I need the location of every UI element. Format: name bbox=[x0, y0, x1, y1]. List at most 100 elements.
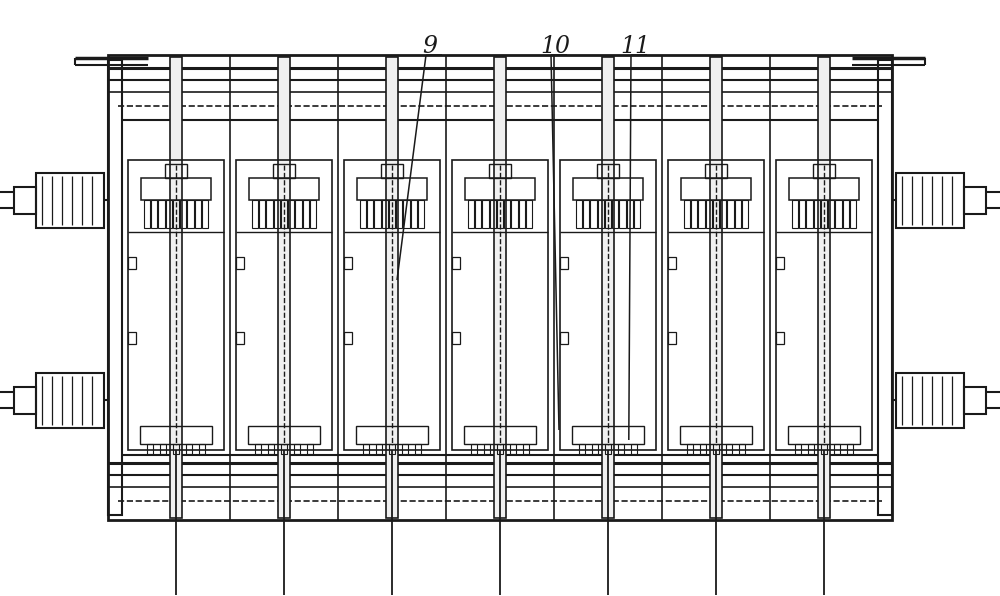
Bar bbox=[680, 426, 752, 444]
Bar bbox=[835, 200, 842, 228]
Bar bbox=[847, 444, 853, 454]
Bar bbox=[160, 444, 166, 454]
Bar bbox=[357, 178, 427, 200]
Bar bbox=[735, 200, 741, 228]
Bar bbox=[266, 200, 273, 228]
Bar bbox=[281, 444, 287, 454]
Bar bbox=[465, 178, 535, 200]
Bar bbox=[363, 444, 369, 454]
Bar bbox=[821, 200, 827, 228]
Bar bbox=[618, 444, 624, 454]
Bar bbox=[828, 200, 834, 228]
Bar bbox=[165, 164, 187, 178]
Bar bbox=[668, 257, 676, 269]
Bar bbox=[274, 200, 280, 228]
Bar bbox=[668, 160, 764, 450]
Bar bbox=[576, 200, 582, 228]
Bar bbox=[612, 200, 618, 228]
Bar bbox=[560, 332, 568, 344]
Bar bbox=[367, 200, 373, 228]
Bar bbox=[627, 200, 633, 228]
Bar bbox=[140, 426, 212, 444]
Bar bbox=[850, 200, 856, 228]
Bar bbox=[700, 444, 706, 454]
Bar bbox=[668, 332, 676, 344]
Bar bbox=[523, 444, 529, 454]
Bar bbox=[310, 200, 316, 228]
Bar bbox=[590, 200, 597, 228]
Bar bbox=[789, 178, 859, 200]
Bar bbox=[742, 200, 748, 228]
Bar bbox=[356, 426, 428, 444]
Bar bbox=[808, 444, 814, 454]
Bar bbox=[386, 57, 398, 518]
Bar bbox=[792, 200, 798, 228]
Bar bbox=[360, 200, 366, 228]
Bar bbox=[619, 200, 626, 228]
Bar bbox=[526, 200, 532, 228]
Bar bbox=[411, 200, 417, 228]
Bar bbox=[726, 444, 732, 454]
Bar bbox=[776, 160, 872, 450]
Bar bbox=[36, 373, 104, 428]
Bar bbox=[572, 426, 644, 444]
Bar bbox=[195, 200, 201, 228]
Bar bbox=[896, 373, 964, 428]
Bar bbox=[519, 200, 525, 228]
Bar bbox=[821, 444, 827, 454]
Bar bbox=[806, 200, 813, 228]
Bar bbox=[186, 444, 192, 454]
Bar bbox=[560, 160, 656, 450]
Bar bbox=[494, 57, 506, 518]
Bar bbox=[720, 200, 726, 228]
Bar bbox=[141, 178, 211, 200]
Bar bbox=[151, 200, 157, 228]
Bar bbox=[255, 444, 261, 454]
Bar bbox=[344, 160, 440, 450]
Bar bbox=[452, 160, 548, 450]
Bar bbox=[843, 200, 849, 228]
Bar bbox=[307, 444, 313, 454]
Bar bbox=[814, 200, 820, 228]
Bar bbox=[482, 200, 489, 228]
Bar bbox=[583, 200, 589, 228]
Bar bbox=[605, 444, 611, 454]
Bar bbox=[389, 444, 395, 454]
Bar bbox=[964, 187, 986, 214]
Text: 10: 10 bbox=[540, 35, 570, 58]
Bar bbox=[739, 444, 745, 454]
Bar bbox=[381, 164, 403, 178]
Bar bbox=[236, 257, 244, 269]
Bar bbox=[166, 200, 172, 228]
Bar bbox=[579, 444, 585, 454]
Bar bbox=[236, 160, 332, 450]
Bar bbox=[344, 257, 352, 269]
Bar bbox=[249, 178, 319, 200]
Bar bbox=[510, 444, 516, 454]
Bar bbox=[602, 57, 614, 518]
Bar bbox=[303, 200, 309, 228]
Bar bbox=[108, 55, 892, 520]
Bar bbox=[468, 200, 474, 228]
Bar bbox=[128, 160, 224, 450]
Bar bbox=[964, 387, 986, 414]
Bar bbox=[288, 200, 294, 228]
Bar bbox=[597, 164, 619, 178]
Bar bbox=[452, 332, 460, 344]
Bar bbox=[489, 164, 511, 178]
Bar bbox=[128, 332, 136, 344]
Bar bbox=[698, 200, 705, 228]
Bar bbox=[776, 257, 784, 269]
Bar bbox=[403, 200, 410, 228]
Bar bbox=[471, 444, 477, 454]
Bar bbox=[108, 60, 122, 515]
Bar bbox=[713, 200, 719, 228]
Bar bbox=[592, 444, 598, 454]
Bar bbox=[687, 444, 693, 454]
Bar bbox=[259, 200, 265, 228]
Text: 9: 9 bbox=[422, 35, 438, 58]
Bar bbox=[14, 187, 36, 214]
Bar bbox=[573, 178, 643, 200]
Bar bbox=[382, 200, 388, 228]
Bar bbox=[497, 200, 503, 228]
